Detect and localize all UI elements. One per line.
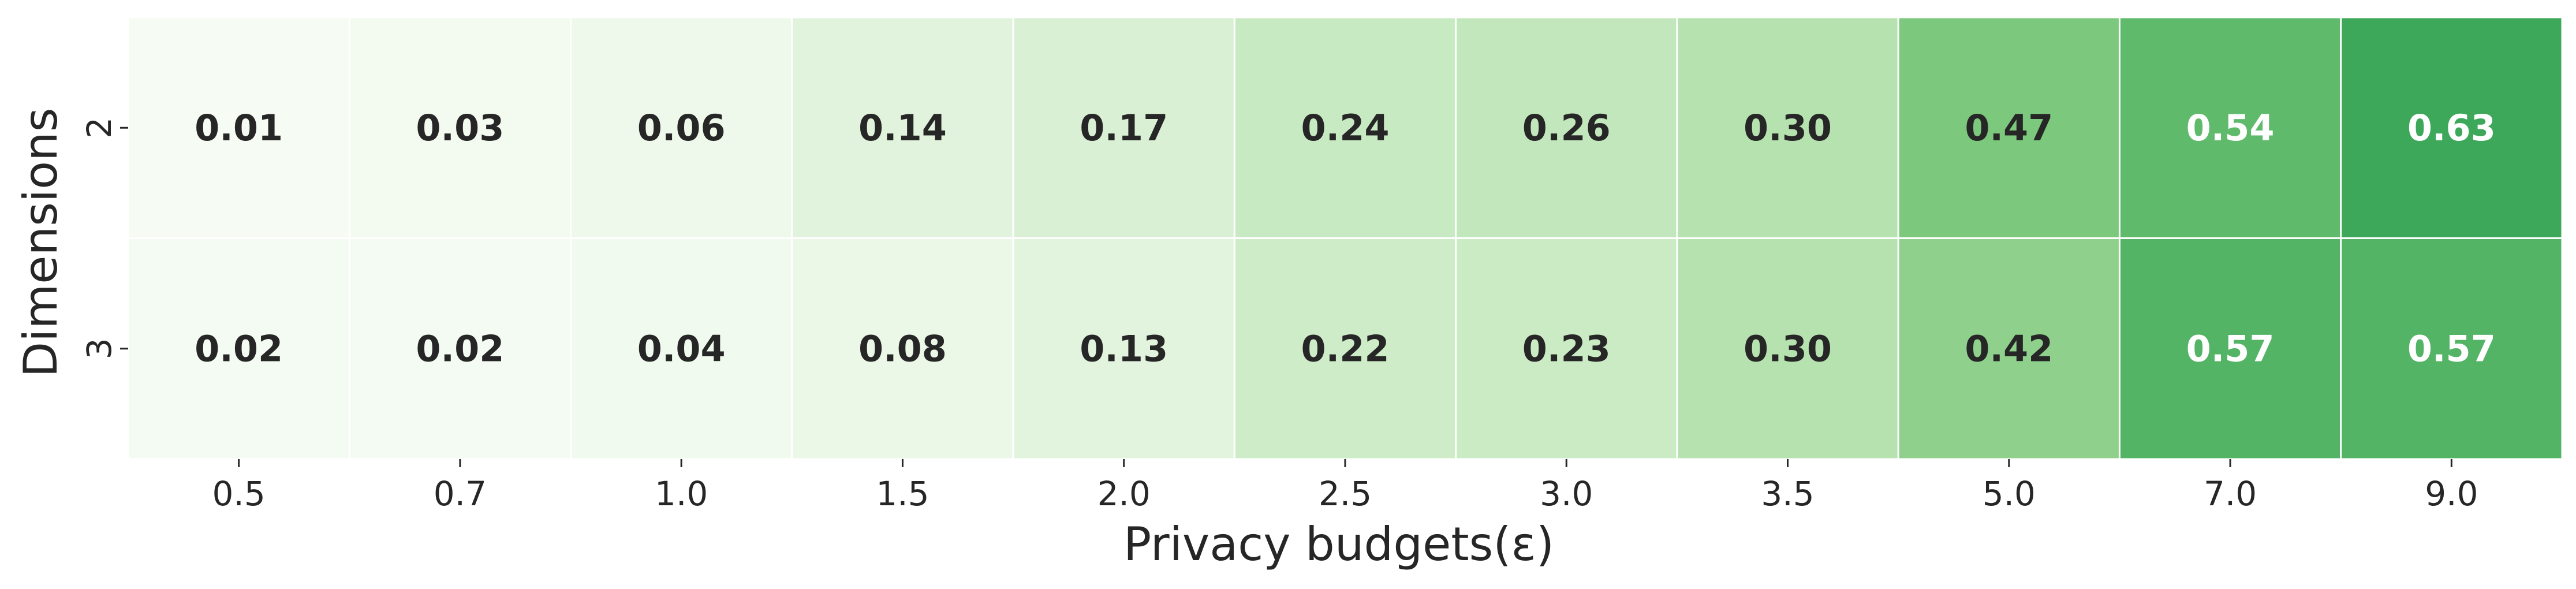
heatmap-cells bbox=[127, 16, 2563, 460]
x-tick-label: 3.5 bbox=[1761, 474, 1814, 513]
heatmap-cell bbox=[1012, 237, 1235, 460]
cell-value-label: 0.03 bbox=[416, 107, 504, 149]
y-tick-label: 3 bbox=[80, 338, 119, 359]
y-axis-label: Dimensions bbox=[14, 108, 68, 378]
x-axis-label: Privacy budgets(ε) bbox=[1123, 517, 1554, 571]
x-tick-label: 2.0 bbox=[1097, 474, 1151, 513]
heatmap-cell-labels: 0.01 0.03 0.06 0.14 0.17 0.24 0.26 0.30 0.47 0.54… bbox=[195, 107, 2496, 370]
heatmap-cell bbox=[1676, 237, 1899, 460]
heatmap-cell bbox=[791, 16, 1014, 239]
x-tick-label: 1.5 bbox=[876, 474, 929, 513]
heatmap-cell bbox=[2340, 237, 2563, 460]
cell-value-label: 0.63 bbox=[2407, 107, 2496, 149]
cell-value-label: 0.42 bbox=[1965, 327, 2053, 370]
y-axis-ticks: 23 bbox=[80, 117, 128, 359]
cell-value-label: 0.02 bbox=[416, 327, 504, 370]
cell-value-label: 0.17 bbox=[1080, 107, 1168, 149]
cell-value-label: 0.02 bbox=[195, 327, 283, 370]
heatmap-cell bbox=[348, 16, 572, 239]
cell-value-label: 0.24 bbox=[1301, 107, 1390, 149]
heatmap-cell bbox=[1455, 237, 1678, 460]
heatmap-cell bbox=[1233, 16, 1457, 239]
cell-value-label: 0.23 bbox=[1522, 327, 1611, 370]
x-axis-ticks: 0.5 0.7 1.0 1.5 2.0 2.5 3.0 3.5 5.0 7.0 9.0 bbox=[212, 459, 2478, 513]
heatmap-cell bbox=[1676, 16, 1899, 239]
x-tick-label: 3.0 bbox=[1540, 474, 1593, 513]
x-tick-label: 9.0 bbox=[2425, 474, 2478, 513]
heatmap-cell bbox=[1897, 237, 2120, 460]
cell-value-label: 0.22 bbox=[1301, 327, 1390, 370]
heatmap-cell bbox=[1233, 237, 1457, 460]
heatmap-cell bbox=[1012, 16, 1235, 239]
cell-value-label: 0.30 bbox=[1744, 107, 1832, 149]
x-tick-label: 2.5 bbox=[1319, 474, 1372, 513]
heatmap-cell bbox=[348, 237, 572, 460]
heatmap-cell bbox=[127, 16, 350, 239]
cell-value-label: 0.13 bbox=[1080, 327, 1168, 370]
cell-value-label: 0.14 bbox=[858, 107, 947, 149]
heatmap-cell bbox=[2340, 16, 2563, 239]
heatmap-cell bbox=[127, 237, 350, 460]
heatmap-cell bbox=[570, 16, 793, 239]
cell-value-label: 0.06 bbox=[637, 107, 726, 149]
x-tick-label: 5.0 bbox=[1983, 474, 2036, 513]
heatmap-cell bbox=[570, 237, 793, 460]
x-tick-label: 0.5 bbox=[212, 474, 266, 513]
x-tick-label: 1.0 bbox=[655, 474, 708, 513]
x-tick-label: 7.0 bbox=[2204, 474, 2257, 513]
cell-value-label: 0.57 bbox=[2407, 327, 2496, 370]
cell-value-label: 0.30 bbox=[1744, 327, 1832, 370]
heatmap-cell bbox=[2118, 16, 2342, 239]
cell-value-label: 0.01 bbox=[195, 107, 283, 149]
x-tick-label: 0.7 bbox=[434, 474, 487, 513]
cell-value-label: 0.47 bbox=[1965, 107, 2053, 149]
heatmap-cell bbox=[791, 237, 1014, 460]
y-tick-label: 2 bbox=[80, 117, 119, 139]
cell-value-label: 0.08 bbox=[858, 327, 947, 370]
cell-value-label: 0.57 bbox=[2186, 327, 2275, 370]
cell-value-label: 0.26 bbox=[1522, 107, 1611, 149]
cell-value-label: 0.54 bbox=[2186, 107, 2275, 149]
cell-value-label: 0.04 bbox=[637, 327, 726, 370]
heatmap-cell bbox=[2118, 237, 2342, 460]
